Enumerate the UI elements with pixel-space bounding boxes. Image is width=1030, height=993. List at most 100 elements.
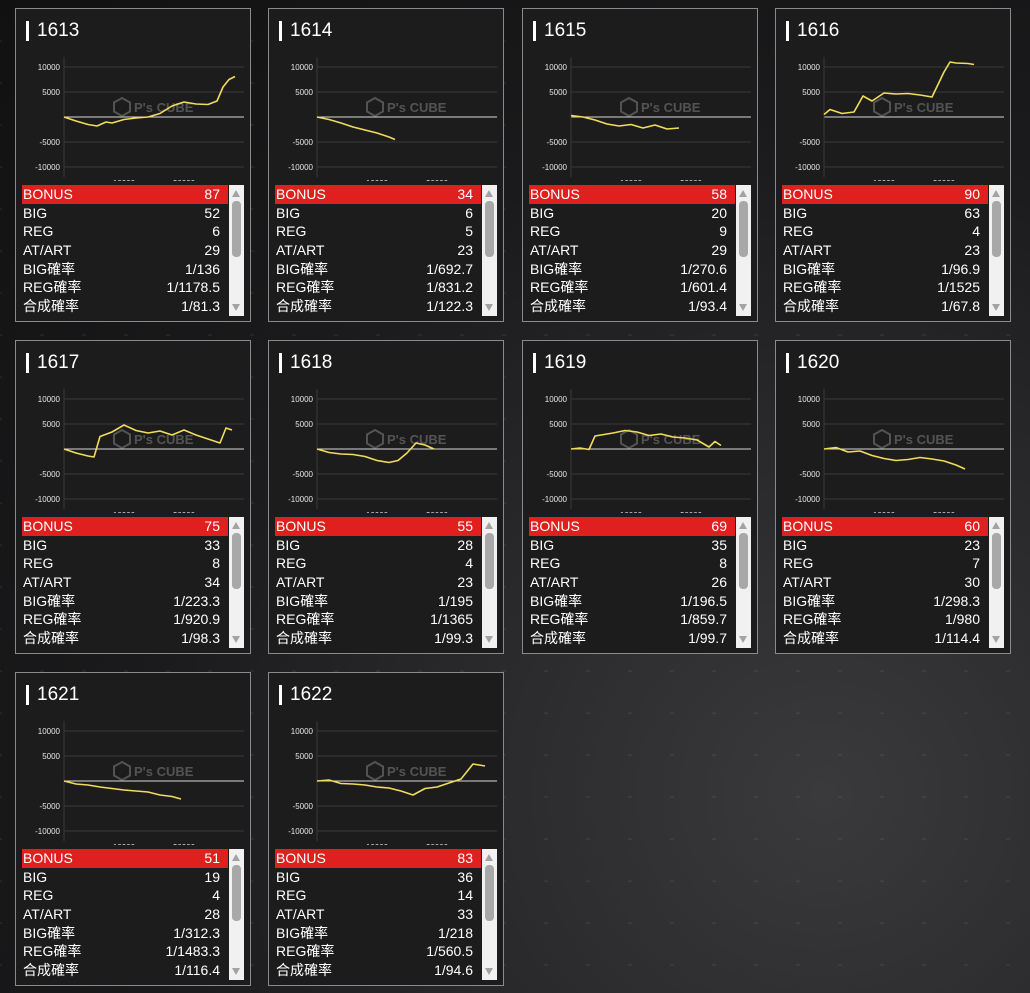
stat-value: 1/81.3 <box>181 298 220 315</box>
stat-row-big: BIG 20 <box>529 204 735 223</box>
stat-label: BIG確率 <box>783 592 836 609</box>
scroll-thumb[interactable] <box>485 865 494 921</box>
scroll-up-arrow-icon[interactable] <box>739 190 747 197</box>
scroll-down-arrow-icon[interactable] <box>739 636 747 643</box>
stat-row-total-rate: 合成確率 1/67.8 <box>782 297 988 316</box>
scroll-up-arrow-icon[interactable] <box>485 522 493 529</box>
stat-row-bonus: BONUS 58 <box>529 185 735 204</box>
stats-table[interactable]: BONUS 51 BIG 19 REG 4 AT/ART 28 BIG確率 1/312.3 REG確… <box>22 849 244 980</box>
stat-label: 合成確率 <box>23 298 79 315</box>
machine-card[interactable]: 1621 10000 5000 -5000 -10000 10000 20000 P's CU… <box>15 672 251 986</box>
scroll-up-arrow-icon[interactable] <box>232 190 240 197</box>
scroll-thumb[interactable] <box>739 533 748 589</box>
scrollbar[interactable] <box>736 185 751 316</box>
machine-number: 1615 <box>533 21 586 41</box>
watermark-text: P's CUBE <box>387 100 447 115</box>
machine-card[interactable]: 1617 10000 5000 -5000 -10000 10000 20000 P's CU… <box>15 340 251 654</box>
stats-table[interactable]: BONUS 90 BIG 63 REG 4 AT/ART 23 BIG確率 1/96.9 REG確率… <box>782 185 1004 316</box>
stat-row-big: BIG 63 <box>782 204 988 223</box>
cube-logo-icon <box>620 96 638 118</box>
scroll-down-arrow-icon[interactable] <box>485 636 493 643</box>
scrollbar[interactable] <box>989 517 1004 648</box>
stat-row-at: AT/ART 30 <box>782 573 988 592</box>
stat-value: 1/99.3 <box>434 630 473 647</box>
scrollbar[interactable] <box>482 517 497 648</box>
stat-value: 75 <box>204 518 220 534</box>
machine-card[interactable]: 1613 10000 5000 -5000 -10000 10000 20000 P's CU… <box>15 8 251 322</box>
scroll-thumb[interactable] <box>485 201 494 257</box>
scrollbar[interactable] <box>989 185 1004 316</box>
scroll-thumb[interactable] <box>992 533 1001 589</box>
machine-card[interactable]: 1622 10000 5000 -5000 -10000 10000 20000 P's CU… <box>268 672 504 986</box>
y-tick-label: 10000 <box>291 395 314 404</box>
scroll-down-arrow-icon[interactable] <box>485 304 493 311</box>
stats-table[interactable]: BONUS 69 BIG 35 REG 8 AT/ART 26 BIG確率 1/196.5 REG確… <box>529 517 751 648</box>
stat-value: 1/96.9 <box>941 260 980 277</box>
scroll-thumb[interactable] <box>232 533 241 589</box>
x-tick-label: 20000 <box>680 511 703 513</box>
scroll-down-arrow-icon[interactable] <box>232 968 240 975</box>
stats-table[interactable]: BONUS 75 BIG 33 REG 8 AT/ART 34 BIG確率 1/223.3 REG確… <box>22 517 244 648</box>
stats-table[interactable]: BONUS 87 BIG 52 REG 6 AT/ART 29 BIG確率 1/136 REG確率 1… <box>22 185 244 316</box>
machine-card[interactable]: 1619 10000 5000 -5000 -10000 10000 20000 P's CU… <box>522 340 758 654</box>
y-tick-label: 10000 <box>38 63 61 72</box>
stat-label: BONUS <box>23 850 73 866</box>
y-tick-label: -10000 <box>542 163 567 172</box>
stat-row-bonus: BONUS 51 <box>22 849 228 868</box>
machine-card[interactable]: 1614 10000 5000 -5000 -10000 10000 20000 P's CU… <box>268 8 504 322</box>
y-tick-label: 10000 <box>545 395 568 404</box>
stats-table[interactable]: BONUS 83 BIG 36 REG 14 AT/ART 33 BIG確率 1/218 REG確率… <box>275 849 497 980</box>
scroll-up-arrow-icon[interactable] <box>485 190 493 197</box>
scroll-up-arrow-icon[interactable] <box>739 522 747 529</box>
scrollbar[interactable] <box>736 517 751 648</box>
machine-card[interactable]: 1620 10000 5000 -5000 -10000 10000 20000 P's CU… <box>775 340 1011 654</box>
scroll-down-arrow-icon[interactable] <box>232 304 240 311</box>
scrollbar[interactable] <box>229 517 244 648</box>
machine-card[interactable]: 1618 10000 5000 -5000 -10000 10000 20000 P's CU… <box>268 340 504 654</box>
machine-card[interactable]: 1616 10000 5000 -5000 -10000 10000 20000 P's CU… <box>775 8 1011 322</box>
scroll-up-arrow-icon[interactable] <box>232 854 240 861</box>
scroll-down-arrow-icon[interactable] <box>992 304 1000 311</box>
stats-table[interactable]: BONUS 55 BIG 28 REG 4 AT/ART 23 BIG確率 1/195 REG確率 1… <box>275 517 497 648</box>
scroll-thumb[interactable] <box>992 201 1001 257</box>
scroll-down-arrow-icon[interactable] <box>232 636 240 643</box>
y-tick-label: -10000 <box>35 495 60 504</box>
stat-label: REG <box>276 555 307 572</box>
scroll-thumb[interactable] <box>739 201 748 257</box>
stat-label: 合成確率 <box>530 298 586 315</box>
stat-value: 9 <box>719 223 727 240</box>
scrollbar[interactable] <box>482 185 497 316</box>
stat-value: 4 <box>465 555 473 572</box>
stat-value: 23 <box>457 574 473 591</box>
stats-table[interactable]: BONUS 34 BIG 6 REG 5 AT/ART 23 BIG確率 1/692.7 REG確率… <box>275 185 497 316</box>
scroll-up-arrow-icon[interactable] <box>992 522 1000 529</box>
stat-row-reg: REG 4 <box>22 886 228 905</box>
scroll-down-arrow-icon[interactable] <box>992 636 1000 643</box>
scroll-up-arrow-icon[interactable] <box>485 854 493 861</box>
scroll-down-arrow-icon[interactable] <box>485 968 493 975</box>
scrollbar[interactable] <box>229 185 244 316</box>
machine-card[interactable]: 1615 10000 5000 -5000 -10000 10000 20000 P's CU… <box>522 8 758 322</box>
scroll-up-arrow-icon[interactable] <box>992 190 1000 197</box>
stat-value: 1/136 <box>184 260 220 277</box>
cube-logo-icon <box>113 96 131 118</box>
scroll-up-arrow-icon[interactable] <box>232 522 240 529</box>
stat-value: 51 <box>204 850 220 866</box>
scrollbar[interactable] <box>482 849 497 980</box>
stat-row-bonus: BONUS 83 <box>275 849 481 868</box>
stat-value: 1/1483.3 <box>165 943 221 960</box>
stat-label: 合成確率 <box>276 962 332 979</box>
scroll-thumb[interactable] <box>232 865 241 921</box>
stat-value: 1/94.6 <box>434 962 473 979</box>
scroll-down-arrow-icon[interactable] <box>739 304 747 311</box>
stat-value: 1/218 <box>437 924 473 941</box>
stat-row-at: AT/ART 23 <box>782 241 988 260</box>
x-tick-label: 10000 <box>873 511 896 513</box>
scroll-thumb[interactable] <box>232 201 241 257</box>
stats-table[interactable]: BONUS 60 BIG 23 REG 7 AT/ART 30 BIG確率 1/298.3 REG確… <box>782 517 1004 648</box>
watermark-text: P's CUBE <box>641 432 701 447</box>
stats-table[interactable]: BONUS 58 BIG 20 REG 9 AT/ART 29 BIG確率 1/270.6 REG確… <box>529 185 751 316</box>
x-tick-label: 10000 <box>366 843 389 845</box>
scroll-thumb[interactable] <box>485 533 494 589</box>
scrollbar[interactable] <box>229 849 244 980</box>
